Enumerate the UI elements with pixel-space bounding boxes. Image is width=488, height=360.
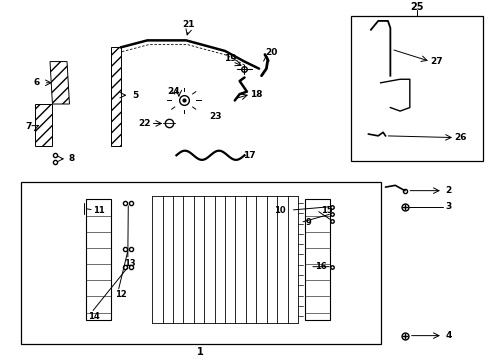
Text: 12: 12 bbox=[114, 291, 126, 300]
Text: 5: 5 bbox=[132, 91, 138, 100]
Polygon shape bbox=[111, 48, 120, 147]
Text: 9: 9 bbox=[305, 218, 310, 227]
Text: 8: 8 bbox=[69, 154, 75, 163]
Text: 27: 27 bbox=[429, 57, 442, 66]
Bar bbox=[351, 15, 482, 161]
Text: 10: 10 bbox=[274, 206, 285, 215]
Text: 16: 16 bbox=[314, 262, 326, 271]
Text: 13: 13 bbox=[124, 258, 136, 267]
Text: 25: 25 bbox=[409, 2, 423, 12]
Text: 19: 19 bbox=[223, 54, 236, 63]
Text: 15: 15 bbox=[321, 206, 332, 215]
Text: 3: 3 bbox=[445, 202, 451, 211]
Text: 21: 21 bbox=[182, 20, 194, 29]
Bar bbox=[305, 199, 329, 320]
Text: 4: 4 bbox=[445, 331, 451, 340]
Text: 18: 18 bbox=[250, 90, 263, 99]
Text: 20: 20 bbox=[264, 48, 277, 57]
Text: 6: 6 bbox=[33, 78, 40, 87]
Text: 14: 14 bbox=[88, 312, 100, 321]
Text: 26: 26 bbox=[454, 133, 466, 142]
Bar bbox=[86, 199, 111, 320]
Text: 24: 24 bbox=[167, 87, 180, 96]
Text: 1: 1 bbox=[197, 347, 203, 356]
Text: 7: 7 bbox=[25, 122, 31, 131]
Bar bbox=[21, 182, 380, 345]
Text: 2: 2 bbox=[445, 186, 451, 195]
Text: 22: 22 bbox=[138, 119, 151, 128]
Text: 23: 23 bbox=[209, 112, 221, 121]
Text: 11: 11 bbox=[93, 206, 104, 215]
Text: 17: 17 bbox=[243, 151, 255, 160]
Polygon shape bbox=[50, 62, 69, 104]
Polygon shape bbox=[35, 104, 52, 147]
